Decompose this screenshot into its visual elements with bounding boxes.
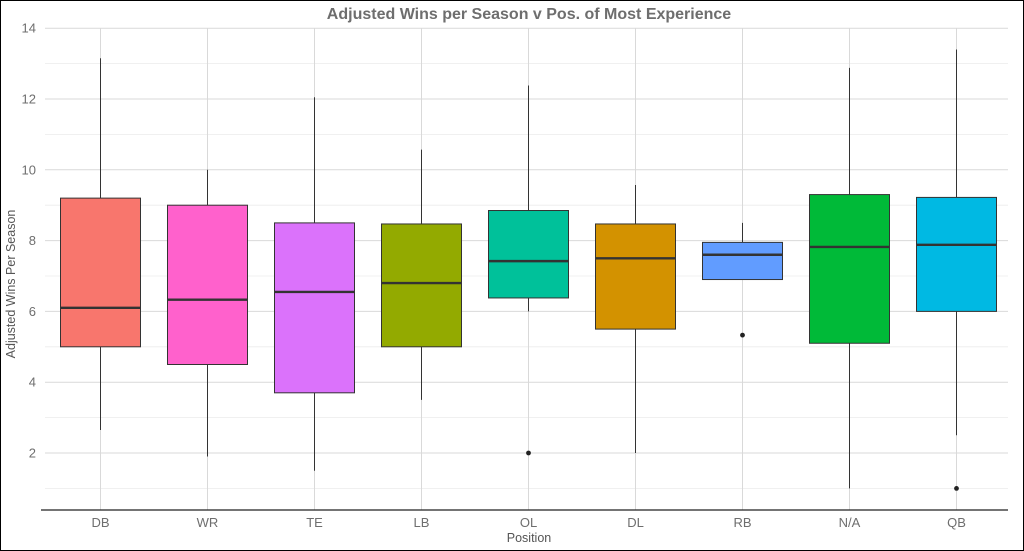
box-dl: [595, 185, 676, 453]
x-tick-label: TE: [306, 515, 323, 530]
y-axis-title: Adjusted Wins Per Season: [4, 210, 18, 359]
x-axis-title: Position: [507, 531, 552, 545]
box-iqr: [809, 194, 890, 344]
box-na: [809, 67, 890, 489]
box-iqr: [595, 223, 676, 330]
box-iqr: [702, 241, 783, 281]
outlier-point: [740, 332, 745, 338]
x-tick-label: DL: [627, 515, 644, 530]
box-iqr: [167, 204, 248, 365]
x-tick-label: OL: [520, 515, 537, 530]
y-tick-labels: 2 4 6 8 10 12 14: [22, 21, 36, 461]
box-iqr: [488, 210, 569, 299]
y-tick-label: 14: [22, 21, 36, 36]
x-tick-label: QB: [947, 515, 966, 530]
box-iqr: [916, 196, 997, 312]
box-db: [60, 58, 141, 430]
x-tick-label: LB: [414, 515, 430, 530]
x-tick-label: DB: [91, 515, 109, 530]
box-qb: [916, 49, 997, 491]
box-ol: [488, 85, 569, 456]
box-rb: [702, 222, 783, 338]
y-tick-label: 10: [22, 162, 36, 177]
y-tick-label: 2: [29, 446, 36, 461]
outlier-point: [954, 486, 959, 491]
y-tick-label: 4: [29, 375, 36, 390]
y-tick-label: 12: [22, 92, 36, 107]
box-iqr: [60, 197, 141, 348]
y-tick-label: 6: [29, 304, 36, 319]
chart-title: Adjusted Wins per Season v Pos. of Most …: [327, 6, 732, 23]
y-tick-label: 8: [29, 233, 36, 248]
box-lb: [381, 149, 462, 400]
box-te: [274, 97, 355, 471]
x-tick-label: RB: [733, 515, 751, 530]
x-tick-label: N/A: [839, 515, 861, 530]
x-tick-labels: DB WR TE LB OL DL RB N/A QB: [91, 515, 965, 530]
box-iqr: [381, 223, 462, 348]
box-series: [60, 49, 997, 491]
box-wr: [167, 169, 248, 457]
box-iqr: [274, 222, 355, 394]
x-tick-label: WR: [197, 515, 219, 530]
outlier-point: [526, 450, 531, 456]
